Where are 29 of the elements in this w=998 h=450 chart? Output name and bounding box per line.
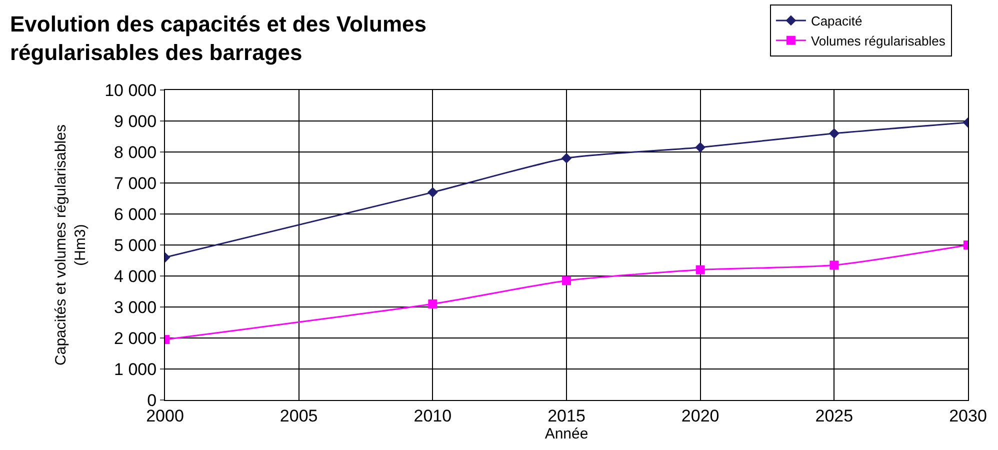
x-tick-label: 2030 [949, 406, 987, 426]
x-tick-label: 2005 [280, 406, 318, 426]
point [830, 260, 839, 270]
point [562, 276, 571, 286]
x-tick-label: 2020 [681, 406, 720, 426]
y-tick-label: 7 000 [114, 174, 157, 193]
x-tick-label: 2010 [414, 406, 452, 426]
point [428, 299, 438, 308]
legend-label: Volumes régularisables [810, 33, 946, 48]
legend-label: Capacité [810, 14, 862, 29]
y-tick-label: 5 000 [114, 236, 157, 255]
point [427, 187, 438, 198]
point [695, 142, 706, 153]
y-tick-label: 2 000 [114, 328, 157, 348]
chart-title: Evolution des capacités et des Volumes régularisables des barrages [10, 12, 426, 66]
y-tick-label: 4 000 [114, 266, 157, 286]
y-tick-label: 8 000 [114, 142, 157, 162]
x-axis-title: Année [544, 425, 588, 442]
y-tick-label: 6 000 [114, 204, 157, 224]
point [561, 153, 572, 164]
x-tick-label: 2015 [548, 406, 586, 426]
x-tick-label: 2025 [815, 406, 854, 426]
point [696, 265, 705, 274]
y-tick-label: 10 000 [104, 80, 157, 100]
y-tick-label: 1 000 [114, 360, 157, 379]
y-tick-label: 9 000 [114, 112, 157, 131]
y-axis-title: Capacités et volumes régularisables (Hm3) [52, 124, 89, 366]
y-tick-label: 3 000 [114, 298, 157, 317]
point [828, 128, 840, 139]
